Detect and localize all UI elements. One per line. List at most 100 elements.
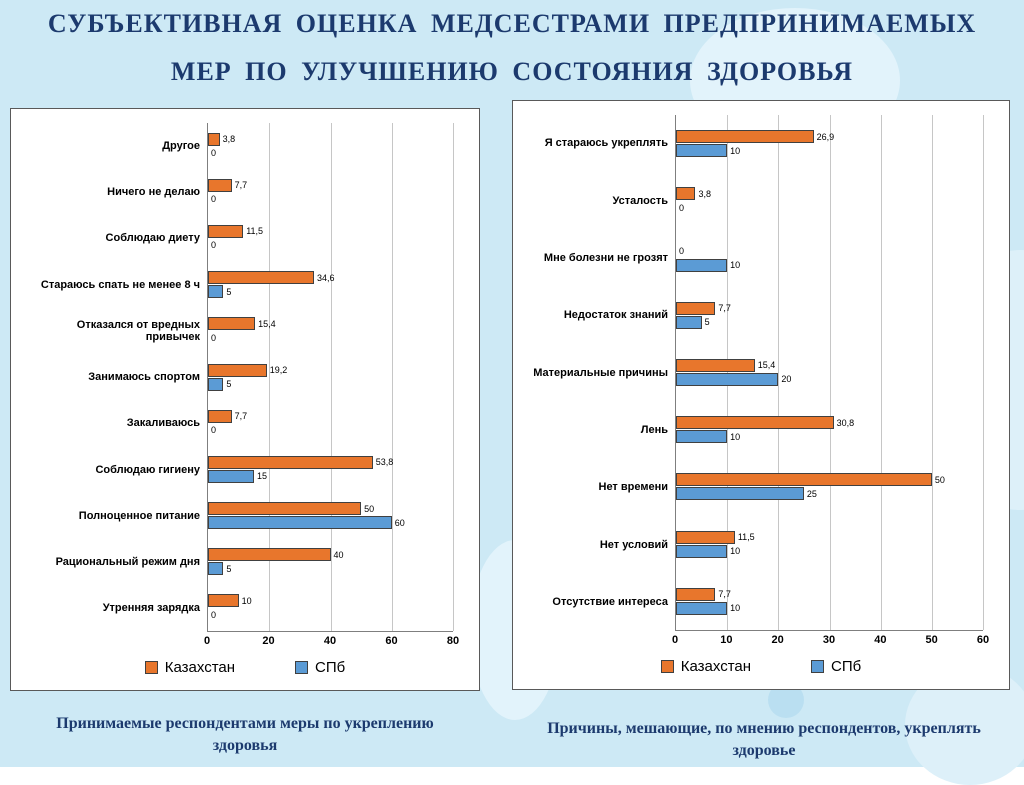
- bar-value-label: 50: [934, 474, 945, 485]
- bar-line: 0: [208, 239, 453, 252]
- bar-line: 53,8: [208, 455, 453, 469]
- bar-spb: [208, 562, 224, 576]
- bar-value-label: 19,2: [269, 365, 288, 376]
- bar-spb: [676, 372, 779, 386]
- x-axis-tick: 30: [822, 634, 836, 646]
- bar-value-label: 0: [211, 148, 217, 159]
- bar-value-label: 0: [211, 240, 217, 251]
- bar-row: 0 10: [676, 229, 983, 286]
- gridline: [931, 115, 933, 630]
- chart-body: Другое Ничего не делаю Соблюдаю диету Стара…: [21, 123, 469, 632]
- bar-value-label: 5: [226, 379, 232, 390]
- bar-value-label: 15,4: [757, 360, 776, 371]
- category-label: Отказался от вредных привычек: [76, 318, 200, 344]
- bar-row: 7,7 10: [676, 573, 983, 630]
- bar-line: 0: [208, 608, 453, 621]
- bar-line: 7,7: [676, 587, 983, 601]
- category-label: Стараюсь спать не менее 8 ч: [40, 278, 200, 291]
- bar-line: 10: [676, 144, 983, 158]
- x-axis-tick: 0: [203, 635, 211, 647]
- bar-value-label: 10: [730, 145, 741, 156]
- category-label: Лень: [640, 423, 668, 436]
- bar-value-label: 20: [781, 374, 792, 385]
- x-axis-tick: 0: [671, 634, 679, 646]
- legend-swatch-spb: [295, 660, 309, 674]
- bar-line: 5: [208, 562, 453, 576]
- bar-value-label: 5: [226, 286, 232, 297]
- bar-value-label: 7,7: [718, 303, 731, 314]
- legend-item-spb: СПб: [295, 659, 345, 676]
- gridline: [391, 123, 393, 631]
- category-label: Усталость: [612, 194, 668, 207]
- gridline: [330, 123, 332, 631]
- chart-body: Я стараюсь укреплять Усталость Мне болезни…: [523, 115, 999, 631]
- legend-label-spb: СПб: [831, 657, 862, 675]
- bar-value-label: 10: [730, 546, 741, 557]
- bar-line: 34,6: [208, 271, 453, 285]
- bar-line: 60: [208, 516, 453, 530]
- bar-value-label: 25: [806, 488, 817, 499]
- bar-kazakhstan: [208, 363, 267, 377]
- legend-item-kazakhstan: Казахстан: [660, 657, 752, 675]
- category-label: Полноценное питание: [78, 509, 200, 522]
- category-label: Я стараюсь укреплять: [544, 137, 668, 150]
- bar-value-label: 3,8: [698, 188, 711, 199]
- bar-kazakhstan: [676, 416, 834, 430]
- bar-line: 15,4: [208, 317, 453, 331]
- bar-value-label: 5: [704, 317, 710, 328]
- bar-row: 11,5 0: [208, 215, 453, 261]
- category-label: Соблюдаю гигиену: [95, 463, 200, 476]
- bar-line: 50: [676, 473, 983, 487]
- bar-line: 3,8: [208, 132, 453, 146]
- bar-spb: [676, 601, 728, 615]
- bar-value-label: 60: [394, 517, 405, 528]
- gridline: [880, 115, 882, 630]
- bar-row: 7,7 0: [208, 169, 453, 215]
- bar-row: 7,7 5: [676, 287, 983, 344]
- bar-line: 20: [676, 372, 983, 386]
- category-labels: Другое Ничего не делаю Соблюдаю диету Стара…: [21, 123, 207, 632]
- bar-row: 3,8 0: [208, 123, 453, 169]
- bar-value-label: 30,8: [836, 417, 855, 428]
- legend-label-kazakhstan: Казахстан: [680, 657, 752, 675]
- gridlines: [208, 123, 454, 631]
- category-label: Нет времени: [598, 481, 668, 494]
- bar-value-label: 11,5: [246, 226, 264, 237]
- x-axis: 0 20 40 60 80: [203, 632, 459, 650]
- category-label: Мне болезни не грозят: [543, 252, 668, 264]
- bar-rows: 3,8 0 7,7 0 11,5 0 34,6 5 15,4 0 19,2 5 7,7 0 53,8 15 50…: [208, 123, 453, 631]
- bar-line: 15: [208, 469, 453, 483]
- chart-panel-obstacles: Я стараюсь укреплять Усталость Мне болезни…: [512, 100, 1010, 690]
- bar-line: 0: [208, 424, 453, 437]
- gridline: [778, 115, 780, 630]
- chart-legend: Казахстан СПб: [21, 650, 469, 684]
- legend-label-kazakhstan: Казахстан: [164, 658, 236, 676]
- bar-line: 25: [676, 487, 983, 501]
- bar-line: 7,7: [208, 409, 453, 423]
- gridline: [269, 123, 271, 631]
- bar-line: 10: [676, 544, 983, 558]
- bar-line: 30,8: [676, 416, 983, 430]
- bar-spb: [676, 430, 728, 444]
- bar-kazakhstan: [208, 271, 314, 285]
- bar-value-label: 15,4: [258, 318, 276, 329]
- bar-kazakhstan: [676, 187, 696, 201]
- category-label: Материальные причины: [533, 366, 668, 379]
- legend-swatch-kazakhstan: [144, 660, 158, 674]
- bar-value-label: 10: [730, 603, 741, 614]
- bar-kazakhstan: [676, 473, 932, 487]
- bar-value-label: 10: [241, 595, 252, 606]
- plot-area: 3,8 0 7,7 0 11,5 0 34,6 5 15,4 0 19,2 5 7,7 0 53,8 15 50…: [207, 123, 454, 632]
- x-axis-tick: 40: [323, 635, 337, 647]
- bar-line: 11,5: [208, 224, 453, 238]
- category-label: Отсутствие интереса: [552, 595, 668, 608]
- category-label: Соблюдаю диету: [105, 232, 200, 245]
- x-axis-tick: 60: [385, 635, 398, 647]
- bar-value-label: 50: [364, 503, 375, 514]
- bar-line: 15,4: [676, 358, 983, 372]
- chart-legend: Казахстан СПб: [523, 649, 999, 683]
- bar-row: 30,8 10: [676, 401, 983, 458]
- bar-row: 11,5 10: [676, 516, 983, 573]
- category-label: Рациональный режим дня: [55, 556, 200, 569]
- bar-rows: 26,9 10 3,8 0 0 10 7,7 5 15,4 20 30,8 10 50 25 11,5 10 7…: [676, 115, 983, 630]
